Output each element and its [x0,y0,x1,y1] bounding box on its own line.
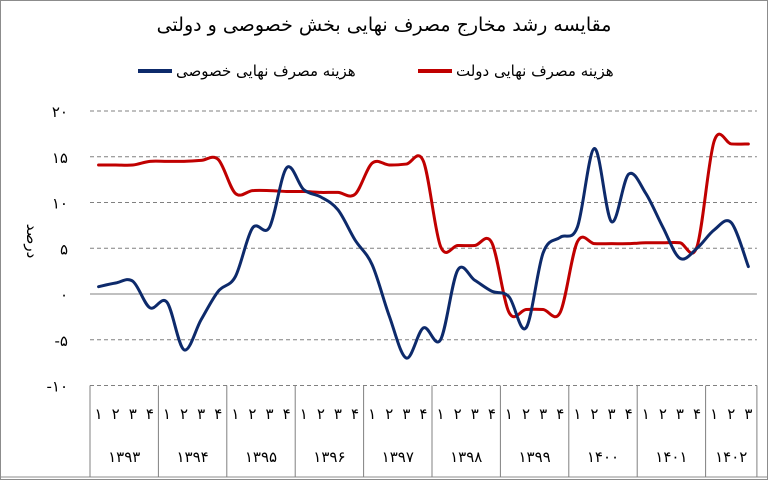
quarter-label: ۳ [402,405,410,423]
quarter-label: ۱ [642,405,650,423]
quarter-label: ۴ [488,405,496,423]
y-tick-label: ۵ [60,240,68,258]
year-label: ۱۴۰۲ [715,448,747,466]
quarter-label: ۲ [659,405,667,423]
quarter-label: ۲ [590,405,598,423]
quarter-label: ۳ [471,405,479,423]
legend-swatch-private [138,69,172,73]
quarter-label: ۳ [539,405,547,423]
quarter-label: ۲ [112,405,120,423]
y-tick-label: -۱۰ [46,378,68,396]
quarter-label: ۳ [266,405,274,423]
quarter-label: ۱ [710,405,718,423]
quarter-label: ۲ [522,405,530,423]
year-label: ۱۴۰۰ [587,448,619,466]
legend-swatch-government [418,69,452,73]
y-tick-label: ۰ [60,286,68,304]
year-label: ۱۳۹۴ [176,448,208,466]
year-label: ۱۳۹۷ [382,448,414,466]
quarter-label: ۴ [214,405,222,423]
quarter-label: ۱ [573,405,581,423]
quarter-label: ۴ [351,405,359,423]
legend-label-government: هزینه مصرف نهایی دولت [456,62,614,80]
year-label: ۱۳۹۵ [245,448,277,466]
year-label: ۱۳۹۹ [518,448,550,466]
quarter-label: ۲ [180,405,188,423]
quarter-label: ۲ [454,405,462,423]
quarter-label: ۲ [727,405,735,423]
quarter-label: ۱ [300,405,308,423]
quarter-label: ۳ [334,405,342,423]
quarter-label: ۴ [693,405,701,423]
y-tick-label: ۲۰ [52,103,68,121]
quarter-label: ۱ [163,405,171,423]
quarter-label: ۱ [368,405,376,423]
quarter-label: ۳ [744,405,752,423]
quarter-label: ۴ [556,405,564,423]
year-label: ۱۳۹۸ [450,448,482,466]
quarter-label: ۲ [385,405,393,423]
quarter-label: ۴ [419,405,427,423]
legend-label-private: هزینه مصرف نهایی خصوصی [176,62,356,80]
y-tick-label: ۱۵ [52,149,68,167]
y-tick-label: -۵ [55,332,68,350]
quarter-label: ۱ [95,405,103,423]
quarter-label: ۳ [197,405,205,423]
year-label: ۱۳۹۶ [313,448,345,466]
quarter-label: ۲ [248,405,256,423]
year-label: ۱۴۰۱ [655,448,687,466]
legend-item-government: هزینه مصرف نهایی دولت [418,62,614,80]
quarter-label: ۴ [625,405,633,423]
chart-title: مقایسه رشد مخارج مصرف نهایی بخش خصوصی و … [156,14,612,36]
series-line-government [97,132,750,319]
legend-item-private: هزینه مصرف نهایی خصوصی [138,62,356,80]
quarter-label: ۲ [317,405,325,423]
quarter-label: ۳ [676,405,684,423]
quarter-label: ۳ [129,405,137,423]
quarter-label: ۴ [283,405,291,423]
quarter-label: ۳ [608,405,616,423]
quarter-label: ۱ [437,405,445,423]
quarter-label: ۱ [231,405,239,423]
year-label: ۱۳۹۳ [108,448,140,466]
quarter-label: ۱ [505,405,513,423]
y-tick-label: ۱۰ [52,195,68,213]
series-line-private [97,147,750,360]
quarter-label: ۴ [146,405,154,423]
